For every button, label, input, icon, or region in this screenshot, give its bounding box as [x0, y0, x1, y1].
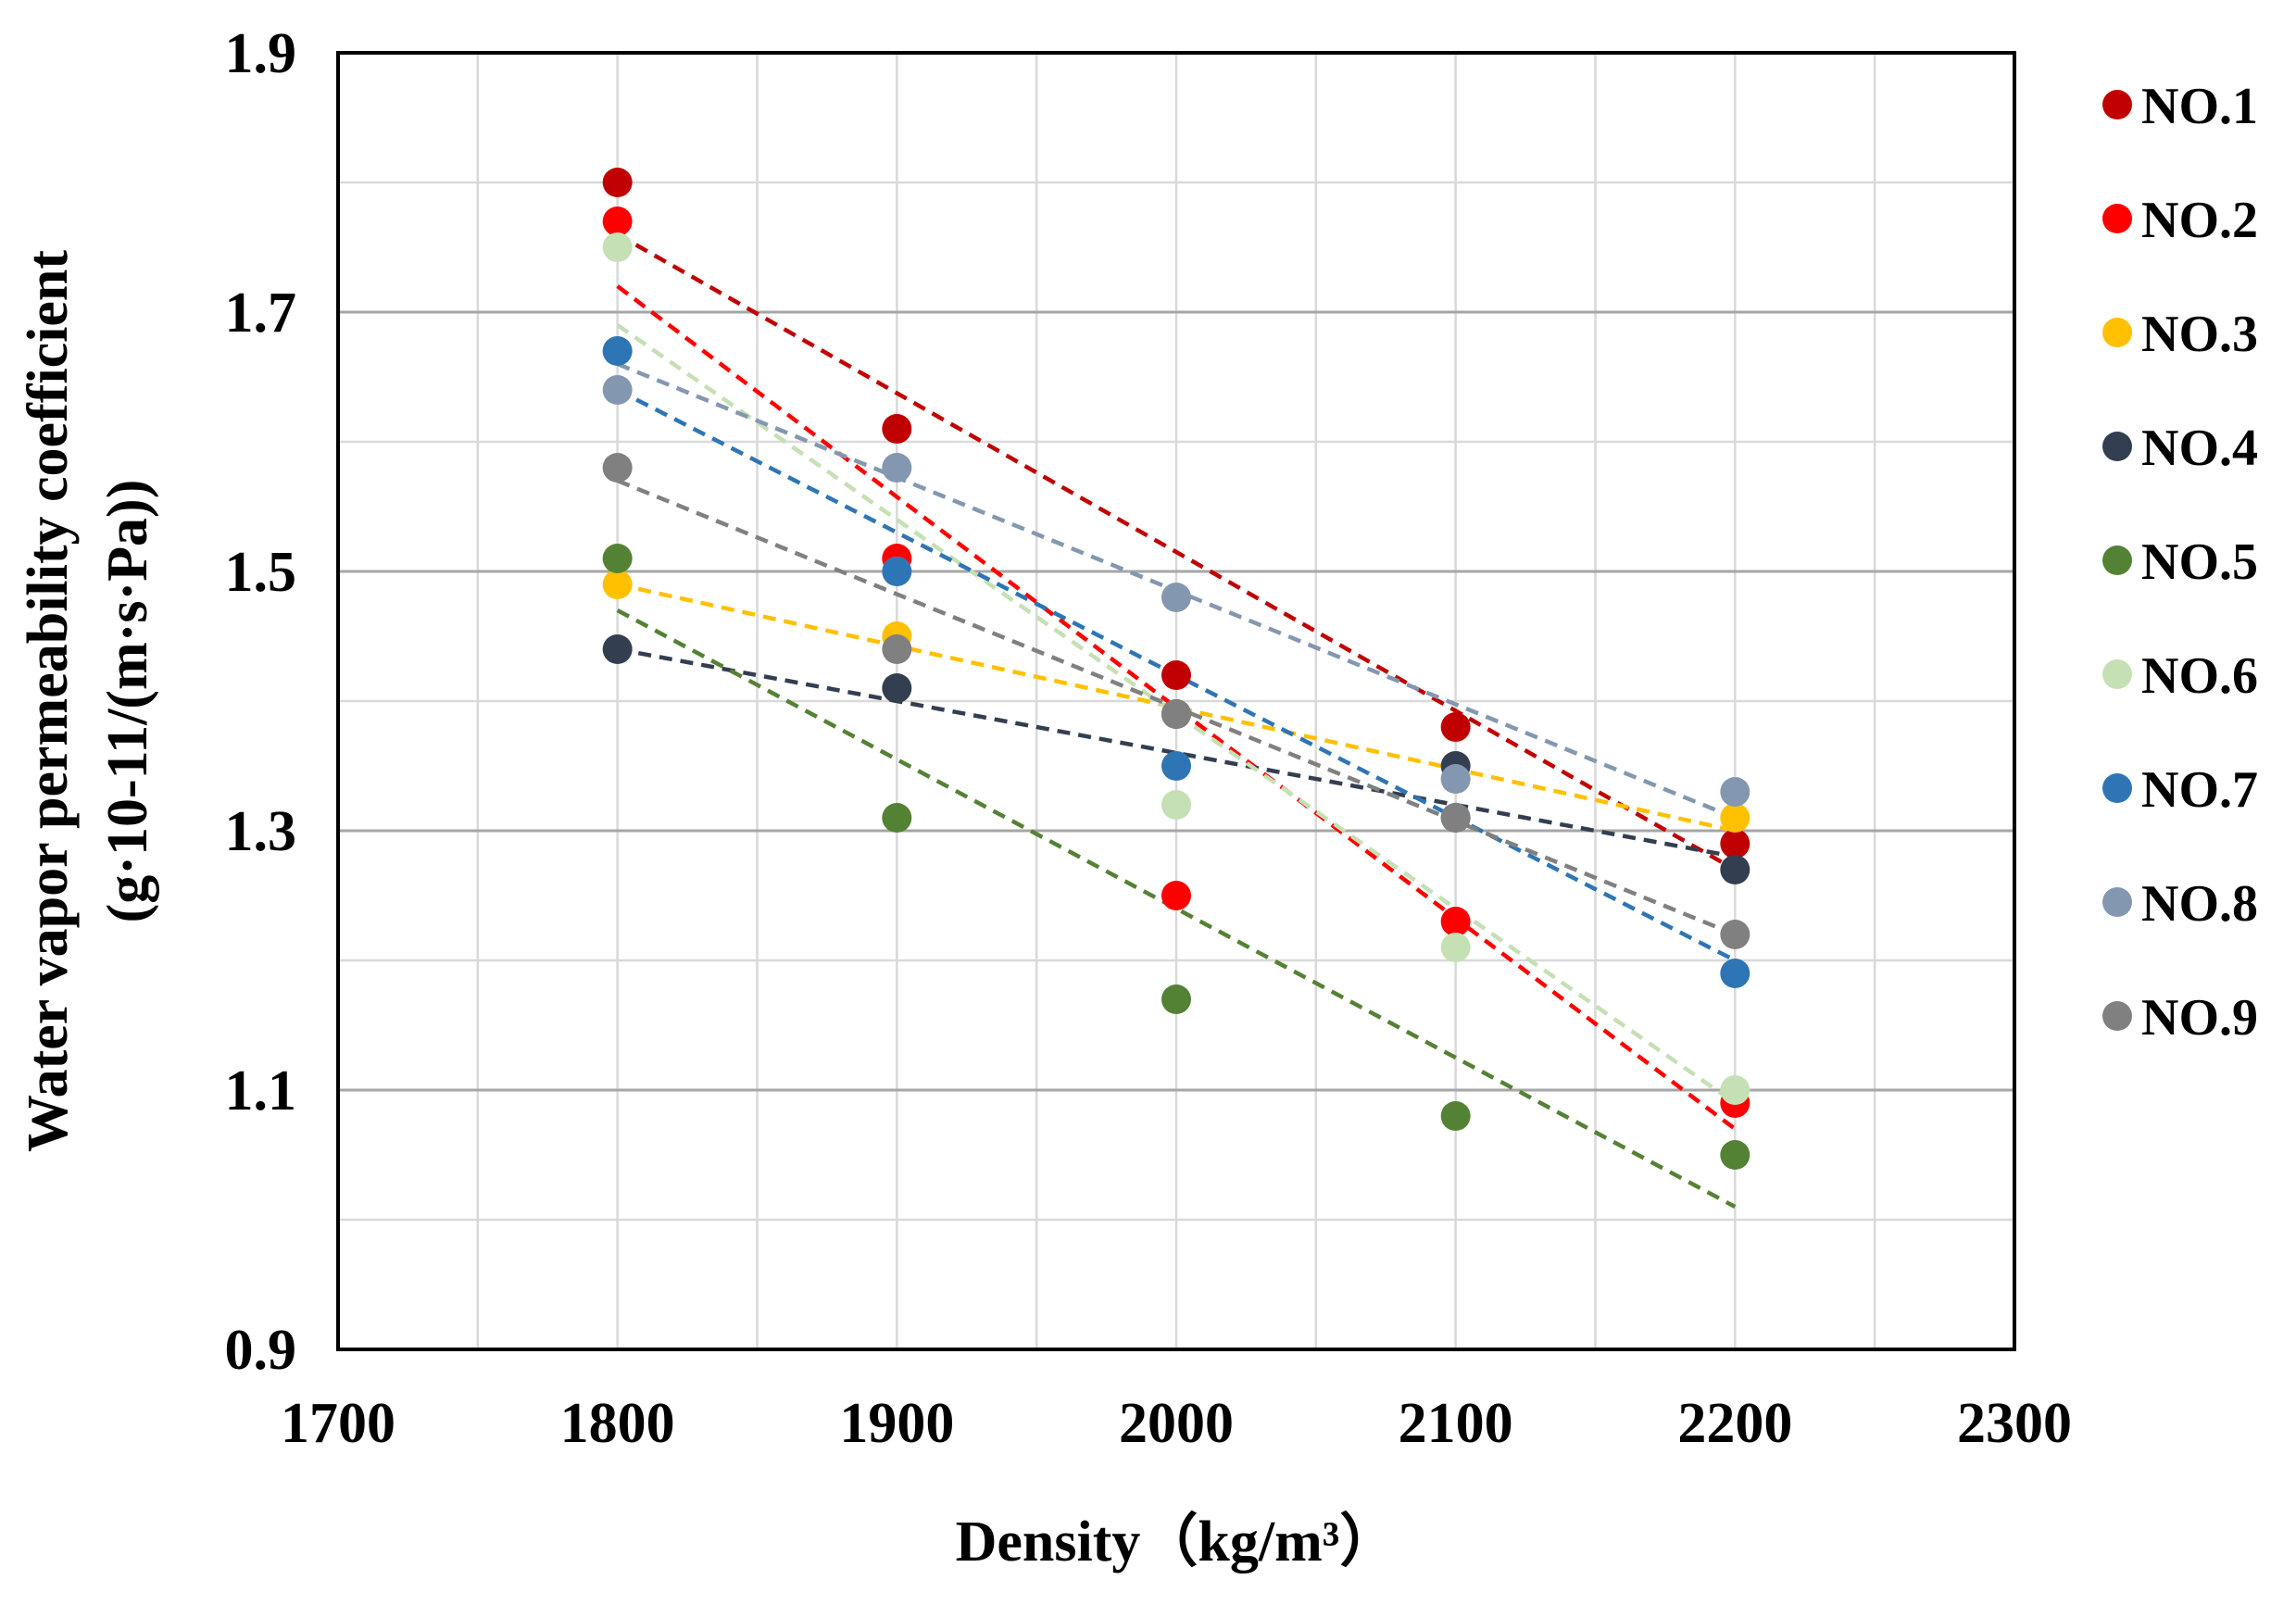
- data-point: [1161, 699, 1191, 729]
- x-tick-label: 1700: [281, 1392, 395, 1455]
- data-point: [882, 673, 912, 703]
- legend-marker: [2102, 432, 2132, 461]
- data-point: [602, 232, 633, 262]
- x-axis-tick-labels: 1700 1800 1900 2000 2100 2200 2300: [281, 1392, 2072, 1455]
- data-point: [1720, 777, 1750, 807]
- data-point: [882, 414, 912, 444]
- data-point: [602, 207, 633, 236]
- data-point: [602, 570, 633, 599]
- data-point: [1161, 660, 1191, 690]
- data-point: [1720, 803, 1750, 833]
- data-point: [882, 634, 912, 664]
- legend-label: NO.1: [2141, 78, 2258, 135]
- legend-label: NO.5: [2141, 533, 2258, 591]
- data-point: [882, 453, 912, 483]
- data-point: [1440, 712, 1471, 742]
- legend-marker: [2102, 204, 2132, 233]
- trendline: [617, 646, 1736, 859]
- x-tick-label: 2200: [1677, 1392, 1792, 1455]
- y-axis-tick-labels: 0.9 1.1 1.3 1.5 1.7 1.9: [225, 22, 297, 1382]
- legend-label: NO.2: [2141, 192, 2258, 249]
- x-tick-label: 2100: [1399, 1392, 1513, 1455]
- x-tick-label: 1900: [839, 1392, 954, 1455]
- data-point: [602, 336, 633, 366]
- legend-marker: [2102, 659, 2132, 689]
- data-point: [882, 803, 912, 833]
- data-point: [602, 544, 633, 573]
- data-points: [602, 168, 1750, 1170]
- x-axis-title: Density（kg/m³）: [956, 1509, 1398, 1574]
- legend-marker: [2102, 1001, 2132, 1031]
- data-point: [602, 634, 633, 664]
- data-point: [1720, 1140, 1750, 1170]
- legend-label: NO.3: [2141, 306, 2258, 363]
- trendline: [616, 232, 1737, 871]
- x-tick-label: 2300: [1957, 1392, 2072, 1455]
- y-tick-label: 1.5: [225, 541, 297, 604]
- data-point: [882, 557, 912, 586]
- legend-marker: [2102, 545, 2132, 575]
- legend-label: NO.8: [2141, 875, 2258, 933]
- y-axis-title-line2: (g·10-11/(m·s·Pa)): [96, 480, 159, 923]
- x-tick-label: 1800: [560, 1392, 675, 1455]
- data-point: [1161, 751, 1191, 781]
- data-point: [1440, 803, 1471, 833]
- data-point: [602, 375, 633, 405]
- data-point: [602, 168, 633, 197]
- x-tick-label: 2000: [1119, 1392, 1234, 1455]
- data-point: [1161, 583, 1191, 612]
- trendline: [616, 608, 1737, 1209]
- data-point: [1161, 881, 1191, 910]
- data-point: [1720, 920, 1750, 949]
- y-tick-label: 0.9: [225, 1319, 297, 1382]
- data-point: [1440, 907, 1471, 936]
- legend-label: NO.9: [2141, 989, 2258, 1047]
- data-point: [1161, 984, 1191, 1014]
- data-point: [1161, 790, 1191, 820]
- legend-marker: [2102, 773, 2132, 803]
- data-point: [1720, 1075, 1750, 1105]
- y-tick-label: 1.7: [225, 282, 297, 345]
- data-point: [1440, 933, 1471, 962]
- y-tick-label: 1.3: [225, 800, 297, 863]
- data-point: [1720, 829, 1750, 859]
- legend-marker: [2102, 887, 2132, 917]
- data-point: [1440, 1101, 1471, 1131]
- y-axis-title-line1: Water vapor permeability coefficient: [17, 250, 80, 1152]
- data-point: [1440, 764, 1471, 794]
- legend-marker: [2102, 90, 2132, 119]
- legend-label: NO.7: [2141, 761, 2258, 819]
- data-point: [602, 453, 633, 483]
- legend: NO.1 NO.2 NO.3 NO.4 NO.5 NO.6 NO.7 NO.8 NO.9: [2102, 78, 2258, 1047]
- legend-label: NO.4: [2141, 420, 2258, 477]
- legend-label: NO.6: [2141, 647, 2258, 705]
- data-point: [1720, 855, 1750, 884]
- data-point: [1720, 959, 1750, 988]
- y-tick-label: 1.1: [225, 1060, 297, 1122]
- plot-frame: [336, 51, 2016, 1351]
- legend-marker: [2102, 318, 2132, 347]
- y-tick-label: 1.9: [225, 22, 297, 85]
- trendline: [616, 323, 1737, 1105]
